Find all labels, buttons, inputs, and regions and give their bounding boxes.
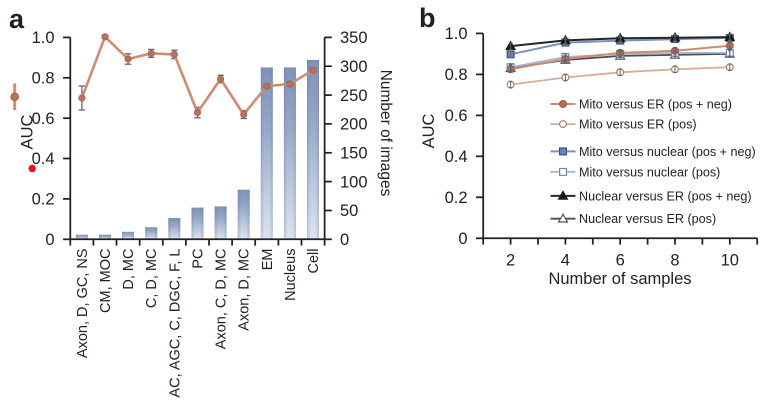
svg-text:350: 350 bbox=[340, 29, 368, 47]
svg-text:0.2: 0.2 bbox=[445, 189, 468, 207]
svg-text:0.8: 0.8 bbox=[445, 66, 468, 84]
svg-text:0.2: 0.2 bbox=[32, 191, 55, 209]
svg-text:Number of images: Number of images bbox=[377, 70, 394, 197]
svg-text:Nucleus: Nucleus bbox=[283, 249, 299, 301]
svg-text:D, MC: D, MC bbox=[121, 249, 137, 290]
svg-text:0: 0 bbox=[340, 231, 349, 249]
svg-text:b: b bbox=[419, 3, 436, 33]
svg-text:Cell: Cell bbox=[306, 249, 322, 274]
svg-text:AC, AGC, C, DGC, F, L: AC, AGC, C, DGC, F, L bbox=[167, 249, 183, 398]
svg-text:C, D, MC: C, D, MC bbox=[144, 249, 160, 309]
svg-text:Nuclear versus ER (pos): Nuclear versus ER (pos) bbox=[579, 212, 716, 226]
svg-text:AUC: AUC bbox=[19, 115, 37, 150]
svg-text:0.6: 0.6 bbox=[445, 107, 468, 125]
svg-text:Axon, C, D, MC: Axon, C, D, MC bbox=[214, 249, 230, 350]
svg-text:0: 0 bbox=[458, 230, 467, 248]
svg-text:PC: PC bbox=[191, 249, 207, 269]
svg-text:0.4: 0.4 bbox=[32, 150, 55, 168]
svg-text:a: a bbox=[9, 4, 25, 34]
svg-text:EM: EM bbox=[260, 249, 276, 271]
svg-text:4: 4 bbox=[561, 252, 570, 270]
svg-text:Axon, D, MC: Axon, D, MC bbox=[237, 249, 253, 331]
svg-text:CM, MOC: CM, MOC bbox=[98, 249, 114, 313]
svg-text:200: 200 bbox=[340, 116, 368, 134]
svg-text:100: 100 bbox=[340, 173, 368, 191]
svg-text:Mito versus nuclear (pos + neg: Mito versus nuclear (pos + neg) bbox=[579, 145, 756, 159]
svg-text:0: 0 bbox=[45, 231, 54, 249]
svg-text:0.6: 0.6 bbox=[32, 110, 55, 128]
svg-text:150: 150 bbox=[340, 145, 368, 163]
svg-text:50: 50 bbox=[340, 202, 358, 220]
svg-text:10: 10 bbox=[721, 252, 739, 270]
svg-text:Mito versus ER (pos + neg): Mito versus ER (pos + neg) bbox=[579, 98, 732, 112]
svg-text:AUC: AUC bbox=[420, 114, 438, 149]
svg-text:0.4: 0.4 bbox=[445, 148, 468, 166]
svg-text:Axon, D, GC, NS: Axon, D, GC, NS bbox=[75, 249, 91, 359]
svg-text:Mito versus ER (pos): Mito versus ER (pos) bbox=[579, 118, 697, 132]
svg-text:8: 8 bbox=[670, 252, 679, 270]
svg-text:0.8: 0.8 bbox=[32, 70, 55, 88]
svg-text:Mito versus nuclear (pos): Mito versus nuclear (pos) bbox=[579, 165, 720, 179]
svg-text:6: 6 bbox=[616, 252, 625, 270]
svg-text:Number of samples: Number of samples bbox=[548, 270, 691, 288]
svg-text:1.0: 1.0 bbox=[445, 25, 468, 43]
svg-text:2: 2 bbox=[506, 252, 515, 270]
svg-text:250: 250 bbox=[340, 87, 368, 105]
svg-text:1.0: 1.0 bbox=[32, 29, 55, 47]
svg-text:300: 300 bbox=[340, 58, 368, 76]
svg-text:Nuclear versus ER (pos + neg): Nuclear versus ER (pos + neg) bbox=[579, 189, 752, 203]
